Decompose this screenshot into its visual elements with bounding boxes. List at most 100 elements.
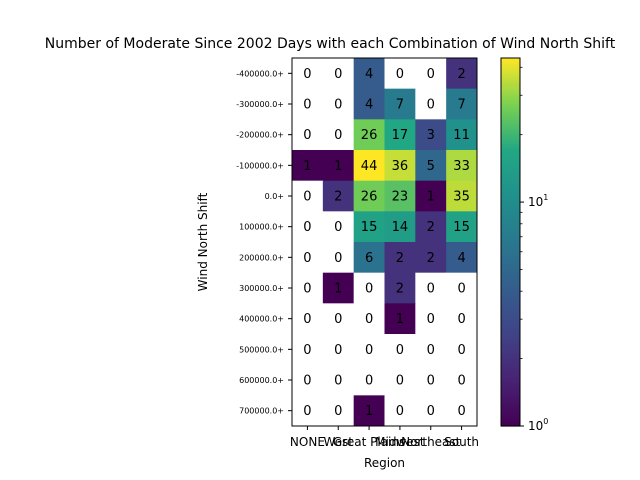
- colorbar-swatch: [501, 138, 520, 141]
- colorbar-swatch: [501, 344, 520, 347]
- y-tick-label: 700000.0+: [239, 407, 284, 416]
- colorbar-swatch: [501, 110, 520, 113]
- cell-value-label: 1: [334, 282, 342, 297]
- heatmap-cell: [353, 272, 385, 304]
- cell-value-label: 11: [453, 128, 470, 143]
- x-axis-label: Region: [364, 456, 405, 470]
- colorbar-swatch: [501, 312, 520, 315]
- x-tick-label: West: [323, 435, 353, 449]
- colorbar: 100 101: [500, 57, 548, 433]
- cell-value-label: 26: [361, 190, 378, 205]
- cell-value-label: 0: [334, 67, 342, 82]
- colorbar-swatch: [501, 252, 520, 255]
- colorbar-swatch: [501, 134, 520, 137]
- cell-value-label: 0: [303, 220, 311, 235]
- cell-value-label: 4: [365, 98, 373, 113]
- colorbar-swatch: [501, 100, 520, 103]
- colorbar-swatch: [501, 296, 520, 299]
- heatmap-cell: [415, 180, 447, 212]
- colorbar-swatch: [501, 318, 520, 321]
- colorbar-swatch: [501, 308, 520, 311]
- heatmap-cell: [384, 242, 416, 274]
- cell-value-label: 0: [334, 251, 342, 266]
- colorbar-swatch: [501, 410, 520, 413]
- heatmap-cell: [415, 272, 447, 304]
- heatmap-cell: [384, 334, 416, 366]
- colorbar-swatch: [501, 424, 520, 427]
- colorbar-swatch: [501, 294, 520, 297]
- cell-value-label: 2: [396, 251, 404, 266]
- heatmap-cell: [446, 150, 478, 182]
- cell-value-label: 1: [365, 404, 373, 419]
- colorbar-swatch: [501, 230, 520, 233]
- cell-value-label: 17: [392, 128, 409, 143]
- colorbar-swatch: [501, 342, 520, 345]
- colorbar-swatch: [501, 388, 520, 391]
- colorbar-swatch: [501, 148, 520, 151]
- cell-value-label: 0: [427, 404, 435, 419]
- colorbar-swatch: [501, 130, 520, 133]
- colorbar-swatch: [501, 262, 520, 265]
- heatmap-cell: [384, 395, 416, 427]
- heatmap-cell: [353, 211, 385, 243]
- colorbar-swatch: [501, 268, 520, 271]
- colorbar-swatch: [501, 166, 520, 169]
- heatmap-cell: [322, 119, 355, 151]
- heatmap-cell: [292, 334, 324, 366]
- colorbar-swatch: [501, 194, 520, 197]
- colorbar-swatch: [501, 122, 520, 125]
- colorbar-swatch: [501, 310, 520, 313]
- colorbar-swatch: [501, 210, 520, 213]
- y-axis: -400000.0+ -300000.0+ -200000.0+ -100000.0+…: [236, 69, 292, 416]
- y-tick-label: 200000.0+: [239, 253, 284, 262]
- x-tick-label: Midwest: [375, 435, 425, 449]
- colorbar-swatch: [501, 90, 520, 93]
- cell-value-label: 0: [457, 404, 465, 419]
- cell-value-label: 1: [334, 159, 342, 174]
- cell-value-label: 0: [334, 220, 342, 235]
- colorbar-swatch: [501, 78, 520, 81]
- colorbar-swatch: [501, 328, 520, 331]
- colorbar-swatch: [501, 214, 520, 217]
- colorbar-swatch: [501, 376, 520, 379]
- heatmap-cell: [292, 88, 324, 120]
- cell-value-label: 35: [453, 190, 470, 205]
- colorbar-swatch: [501, 404, 520, 407]
- cell-value-label: 0: [334, 98, 342, 113]
- colorbar-swatch: [501, 124, 520, 127]
- colorbar-swatch: [501, 80, 520, 83]
- cell-value-label: 0: [303, 251, 311, 266]
- y-tick-label: -200000.0+: [236, 131, 284, 140]
- colorbar-swatch: [501, 168, 520, 171]
- colorbar-swatch: [501, 186, 520, 189]
- colorbar-swatch: [501, 62, 520, 65]
- y-tick-label: -400000.0+: [236, 69, 284, 78]
- heatmap-cell: [292, 272, 324, 304]
- colorbar-swatch: [501, 286, 520, 289]
- colorbar-swatch: [501, 156, 520, 159]
- colorbar-swatch: [501, 120, 520, 123]
- cell-value-label: 4: [457, 251, 465, 266]
- cell-value-label: 5: [427, 159, 435, 174]
- heatmap-cell: [322, 303, 355, 335]
- cell-value-label: 0: [303, 67, 311, 82]
- cell-value-label: 0: [396, 67, 404, 82]
- cell-value-label: 0: [396, 404, 404, 419]
- heatmap-cell: [353, 242, 385, 274]
- cell-value-label: 0: [365, 374, 373, 389]
- heatmap-cell: [292, 119, 324, 151]
- cell-value-label: 2: [427, 220, 435, 235]
- heatmap-cell: [415, 150, 447, 182]
- heatmap-cell: [384, 119, 416, 151]
- heatmap-cell: [292, 364, 324, 396]
- colorbar-swatch: [501, 326, 520, 329]
- heatmap-cell: [353, 303, 385, 335]
- colorbar-swatch: [501, 180, 520, 183]
- colorbar-swatch: [501, 228, 520, 231]
- colorbar-swatch: [501, 58, 520, 61]
- heatmap-cell: [446, 334, 478, 366]
- colorbar-swatch: [501, 76, 520, 79]
- heatmap-cell: [384, 272, 416, 304]
